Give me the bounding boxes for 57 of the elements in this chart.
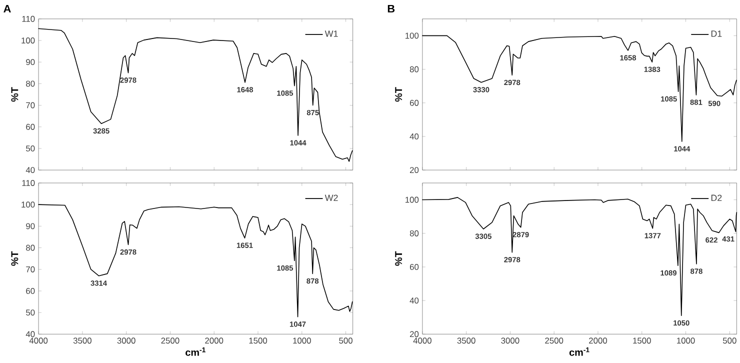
chart-title: B	[388, 4, 395, 12]
y-tick-label: 70	[26, 102, 35, 108]
y-tick-label: 100	[22, 202, 35, 208]
y-tick-label: 90	[26, 223, 35, 230]
y-tick-label: 50	[26, 310, 35, 316]
y-tick-label: 60	[26, 124, 35, 130]
y-tick-label: 20	[410, 167, 419, 174]
legend-label: W1	[324, 30, 338, 37]
x-tick-label: 4000	[413, 338, 432, 344]
x-tick-label: 1500	[249, 338, 268, 344]
y-tick-label: 110	[22, 180, 35, 186]
x-tick-label: 2000	[589, 338, 608, 344]
y-tick-label: 80	[26, 244, 35, 251]
x-axis-title: cm$^{-1}$	[569, 347, 590, 356]
x-tick-label: 3500	[457, 338, 476, 344]
y-tick-label: 60	[26, 288, 35, 294]
y-tick-label: 80	[410, 66, 419, 72]
legend-label: W2	[324, 194, 338, 201]
y-axis-title: %T	[395, 87, 402, 102]
x-tick-label: 1000	[293, 338, 311, 344]
x-axis-title: cm$^{-1}$	[186, 347, 206, 356]
legend-label: D2	[711, 194, 722, 201]
line-series	[422, 35, 737, 142]
y-tick-label: 40	[410, 298, 419, 304]
y-tick-label: 90	[26, 59, 35, 66]
x-tick-label: 3000	[117, 338, 136, 344]
y-axis-title: %T	[11, 87, 18, 102]
y-tick-label: 80	[410, 230, 419, 236]
y-tick-label: 50	[26, 145, 35, 152]
x-tick-label: 500	[339, 338, 352, 344]
y-tick-label: 20	[410, 331, 419, 338]
line-series	[38, 204, 353, 318]
x-tick-label: 1000	[677, 338, 695, 344]
x-tick-label: 3000	[501, 338, 520, 344]
y-tick-label: 80	[26, 80, 35, 87]
x-tick-label: 1500	[633, 338, 651, 344]
y-tick-label: 60	[410, 264, 419, 270]
y-tick-label: 40	[410, 133, 419, 140]
y-tick-label: 100	[22, 38, 35, 44]
y-tick-label: 70	[26, 266, 35, 272]
x-tick-label: 3500	[73, 338, 92, 344]
line-series	[38, 28, 353, 162]
y-tick-label: 110	[22, 16, 35, 22]
y-tick-label: 100	[406, 32, 419, 39]
y-tick-label: 40	[26, 167, 35, 174]
y-tick-label: 40	[26, 331, 35, 338]
x-tick-label: 4000	[29, 338, 48, 344]
x-tick-label: 2500	[545, 338, 564, 344]
y-axis-title: %T	[395, 251, 402, 266]
y-tick-label: 60	[410, 100, 419, 106]
x-tick-label: 500	[722, 338, 736, 344]
chart-title: A	[4, 4, 11, 12]
x-tick-label: 2000	[205, 338, 224, 344]
y-tick-label: 100	[406, 196, 419, 203]
legend-label: D1	[711, 30, 722, 37]
x-tick-label: 2500	[161, 338, 180, 344]
y-axis-title: %T	[11, 251, 18, 266]
